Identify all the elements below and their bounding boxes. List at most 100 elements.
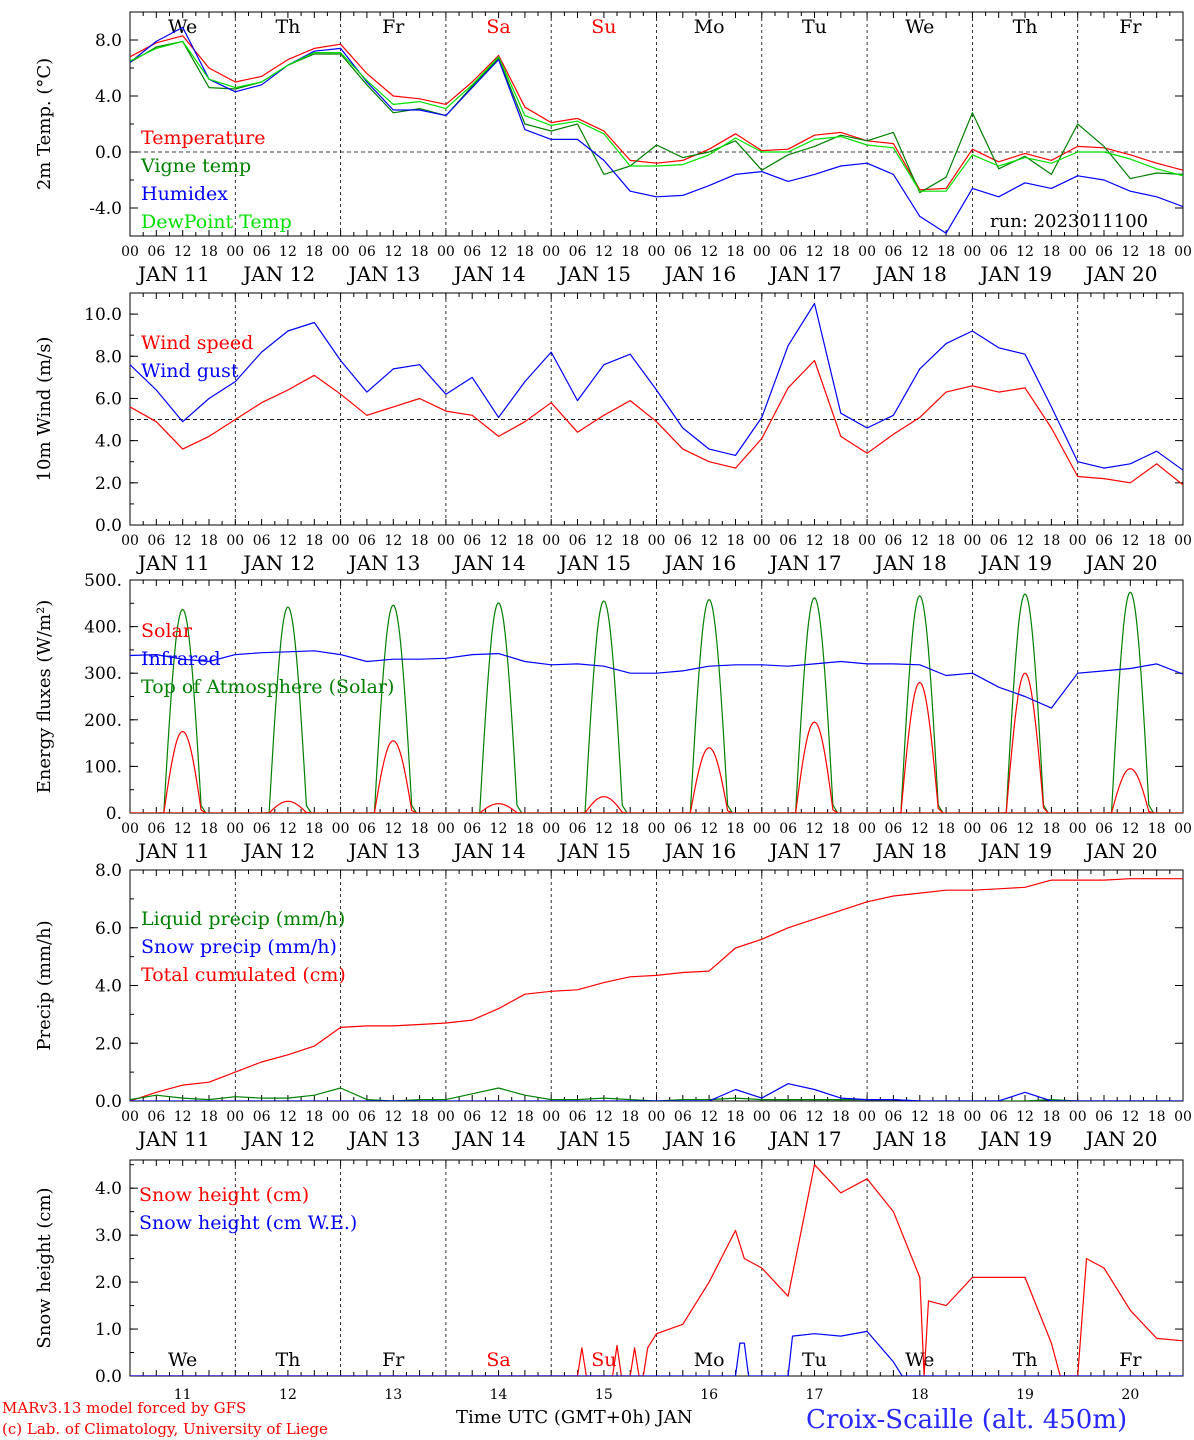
temperature-hour-tick-label: 18 <box>305 244 323 260</box>
wind-hour-tick-label: 12 <box>911 533 929 549</box>
temperature-x-ticks <box>129 12 1184 236</box>
precip-hour-tick-label: 06 <box>674 1109 692 1125</box>
wind-gust-line <box>130 302 1183 471</box>
energy-hour-tick-label: 00 <box>542 821 560 837</box>
day-name-label: Tu <box>802 1349 827 1371</box>
precip-hour-tick-label: 00 <box>332 1109 350 1125</box>
precip-hour-tick-label: 12 <box>279 1109 297 1125</box>
precip-hour-tick-label: 00 <box>121 1109 139 1125</box>
legend-entry: Total cumulated (cm) <box>141 964 346 986</box>
temperature-hour-tick-label: 00 <box>332 244 350 260</box>
energy-hour-tick-label: 00 <box>963 821 981 837</box>
energy-date-label: JAN 18 <box>873 839 947 863</box>
temperature-hour-tick-label: 00 <box>226 244 244 260</box>
run-label: run: 2023011100 <box>990 211 1148 232</box>
wind-hour-tick-label: 12 <box>595 533 613 549</box>
wind-hour-tick-label: 06 <box>147 533 165 549</box>
precip-hour-tick-label: 06 <box>1095 1109 1113 1125</box>
precip-hour-tick-label: 18 <box>516 1109 534 1125</box>
day-name-label: Th <box>275 16 300 38</box>
snow-y-tick-label: 4.0 <box>95 1179 122 1199</box>
temperature-hour-tick-label: 12 <box>595 244 613 260</box>
precip-hour-tick-label: 06 <box>463 1109 481 1125</box>
precip-hour-tick-label: 00 <box>1174 1109 1192 1125</box>
wind-hour-tick-label: 06 <box>1095 533 1113 549</box>
day-name-label: Su <box>591 1349 616 1371</box>
wind-hour-tick-label: 12 <box>279 533 297 549</box>
energy-hour-tick-label: 00 <box>648 821 666 837</box>
legend-entry: Wind gust <box>141 360 239 382</box>
precip-hour-tick-label: 12 <box>700 1109 718 1125</box>
temperature-hour-tick-label: 12 <box>1016 244 1034 260</box>
energy-date-label: JAN 13 <box>347 839 421 863</box>
temperature-line <box>130 35 1183 191</box>
day-name-label: Th <box>275 1349 300 1371</box>
wind-hour-tick-label: 18 <box>516 533 534 549</box>
wind-hour-tick-label: 18 <box>832 533 850 549</box>
day-name-label: Mo <box>694 16 725 38</box>
precip-hour-tick-label: 06 <box>147 1109 165 1125</box>
wind-hour-tick-label: 06 <box>463 533 481 549</box>
wind-hour-tick-label: 06 <box>358 533 376 549</box>
wind-hour-tick-label: 18 <box>727 533 745 549</box>
temperature-hour-tick-label: 00 <box>437 244 455 260</box>
precip-y-axis-label: Precip (mm/h) <box>34 920 55 1050</box>
wind-hour-tick-label: 00 <box>1069 533 1087 549</box>
temperature-hour-tick-label: 06 <box>463 244 481 260</box>
day-name-label: Sa <box>486 1349 510 1371</box>
precip-hour-tick-label: 06 <box>779 1109 797 1125</box>
temperature-y-tick-label: 0.0 <box>95 143 122 163</box>
temperature-hour-tick-label: 12 <box>700 244 718 260</box>
infrared-line <box>130 650 1183 709</box>
snow-y-tick-label: 2.0 <box>95 1273 122 1293</box>
temperature-hour-tick-label: 00 <box>1069 244 1087 260</box>
wind-y-tick-label: 0.0 <box>95 516 122 536</box>
temperature-hour-tick-label: 06 <box>253 244 271 260</box>
precip-date-label: JAN 17 <box>768 1127 842 1151</box>
wind-date-label: JAN 13 <box>347 551 421 575</box>
wind-hour-tick-label: 00 <box>1174 533 1192 549</box>
snow-y-tick-label: 0.0 <box>95 1367 122 1387</box>
temperature-hour-tick-label: 12 <box>279 244 297 260</box>
wind-hour-tick-label: 18 <box>305 533 323 549</box>
energy-hour-tick-label: 06 <box>463 821 481 837</box>
day-number-label: 14 <box>490 1387 508 1403</box>
wind-speed-line <box>130 359 1183 486</box>
energy-y-tick-label: 200. <box>84 711 122 731</box>
precip-hour-tick-label: 18 <box>411 1109 429 1125</box>
temperature-hour-tick-label: 06 <box>358 244 376 260</box>
energy-hour-tick-label: 06 <box>674 821 692 837</box>
precip-date-label: JAN 18 <box>873 1127 947 1151</box>
energy-date-label: JAN 17 <box>768 839 842 863</box>
snow-y-axis-label: Snow height (cm) <box>34 1187 55 1348</box>
day-number-label: 19 <box>1016 1387 1034 1403</box>
energy-hour-tick-label: 18 <box>937 821 955 837</box>
temperature-hour-tick-label: 06 <box>569 244 587 260</box>
wind-hour-tick-label: 12 <box>1016 533 1034 549</box>
energy-hour-tick-label: 18 <box>1042 821 1060 837</box>
energy-hour-tick-label: 18 <box>305 821 323 837</box>
temperature-hour-tick-label: 00 <box>542 244 560 260</box>
day-name-label: Su <box>591 16 616 38</box>
temperature-hour-tick-label: 00 <box>1174 244 1192 260</box>
precip-hour-tick-label: 18 <box>200 1109 218 1125</box>
legend-entry: Wind speed <box>141 332 253 354</box>
temperature-date-label: JAN 13 <box>347 262 421 286</box>
legend-entry: Snow precip (mm/h) <box>141 936 337 958</box>
wind-hour-tick-label: 18 <box>621 533 639 549</box>
precip-date-label: JAN 13 <box>347 1127 421 1151</box>
day-number-label: 15 <box>595 1387 613 1403</box>
temperature-hour-tick-label: 00 <box>121 244 139 260</box>
energy-hour-tick-label: 12 <box>911 821 929 837</box>
liquid-precip-mm-h-line <box>130 1087 1183 1101</box>
precip-hour-tick-label: 12 <box>806 1109 824 1125</box>
precip-hour-tick-label: 00 <box>1069 1109 1087 1125</box>
toa-solar-line <box>159 591 1155 813</box>
temperature-panel: -4.0 0.0 4.0 8.0 2m Temp. (°C) 00 06 12 18 00 06 12… <box>34 11 1192 286</box>
temperature-hour-tick-label: 12 <box>806 244 824 260</box>
energy-y-tick-label: 400. <box>84 618 122 638</box>
temperature-hour-tick-label: 18 <box>411 244 429 260</box>
snow-y-tick-label: 1.0 <box>95 1320 122 1340</box>
wind-hour-tick-label: 00 <box>226 533 244 549</box>
